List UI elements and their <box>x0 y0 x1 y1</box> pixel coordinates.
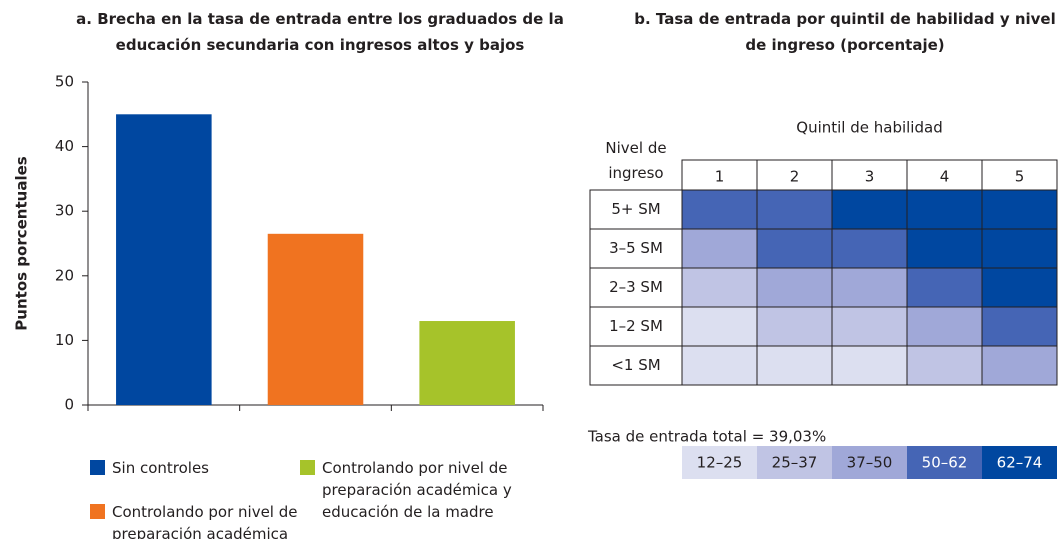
cell <box>981 189 1058 230</box>
cell <box>906 306 983 347</box>
bar <box>116 114 212 406</box>
annotation: Tasa de entrada total = 39,03% <box>587 428 826 446</box>
chart-title: a. Brecha en la tasa de entrada entre lo… <box>76 10 564 54</box>
legend-label: 12–25 <box>697 454 743 472</box>
legend-label: Controlando por nivel de preparación aca… <box>112 503 298 539</box>
cell <box>756 228 833 269</box>
header-cell <box>906 159 983 191</box>
y-tick-label: <1 SM <box>611 356 660 374</box>
legend-label: 25–37 <box>772 454 818 472</box>
legend-swatch <box>90 460 105 475</box>
cell <box>831 267 908 308</box>
y-tick-label: 10 <box>55 331 74 349</box>
chart-title: b. Tasa de entrada por quintil de habili… <box>634 10 1056 54</box>
cell <box>981 267 1058 308</box>
x-tick-label: 2 <box>790 168 800 186</box>
cell <box>906 345 983 386</box>
y-tick-label: 0 <box>64 396 74 414</box>
cell <box>981 228 1058 269</box>
x-axis-label: Quintil de habilidad <box>796 119 942 137</box>
legend-swatch <box>300 460 315 475</box>
cell <box>906 189 983 230</box>
row-label-cell <box>589 189 683 230</box>
legend-swatch <box>682 446 757 479</box>
y-tick-label: 3–5 SM <box>609 239 663 257</box>
cell <box>681 228 758 269</box>
cell <box>831 345 908 386</box>
cell <box>681 306 758 347</box>
legend-label: 37–50 <box>847 454 893 472</box>
legend-label: Sin controles <box>112 459 210 477</box>
legend-label: 62–74 <box>997 454 1043 472</box>
cell <box>681 345 758 386</box>
x-tick-label: 3 <box>865 168 875 186</box>
legend-swatch <box>907 446 982 479</box>
cell <box>756 267 833 308</box>
bar <box>419 321 515 405</box>
legend-swatch <box>832 446 907 479</box>
header-cell <box>756 159 833 191</box>
cell <box>981 345 1058 386</box>
y-tick-label: 30 <box>55 202 74 220</box>
legend-label: Controlando por nivel de preparación aca… <box>322 459 512 521</box>
cell <box>681 267 758 308</box>
cell <box>981 306 1058 347</box>
y-tick-label: 2–3 SM <box>609 278 663 296</box>
x-tick-label: 1 <box>715 168 725 186</box>
y-axis-label: Puntos porcentuales <box>13 156 31 330</box>
cell <box>906 267 983 308</box>
y-tick-label: 40 <box>55 137 74 155</box>
y-tick-label: 50 <box>55 73 74 91</box>
legend-swatch <box>982 446 1057 479</box>
y-tick-label: 20 <box>55 266 74 284</box>
cell <box>831 189 908 230</box>
header-cell <box>981 159 1058 191</box>
bar <box>267 233 364 405</box>
y-tick-label: 5+ SM <box>611 200 660 218</box>
cell <box>756 345 833 386</box>
row-label-cell <box>589 306 683 347</box>
y-tick-label: 1–2 SM <box>609 317 663 335</box>
row-label-cell <box>589 228 683 269</box>
cell <box>906 228 983 269</box>
x-tick-label: 4 <box>940 168 950 186</box>
x-tick-label: 5 <box>1015 168 1025 186</box>
header-cell <box>681 159 758 191</box>
legend-swatch <box>757 446 832 479</box>
y-axis-label: Nivel de ingreso <box>605 139 667 182</box>
cell <box>756 189 833 230</box>
cell <box>681 189 758 230</box>
cell <box>831 228 908 269</box>
cell <box>831 306 908 347</box>
legend-swatch <box>90 504 105 519</box>
cell <box>756 306 833 347</box>
legend-label: 50–62 <box>922 454 968 472</box>
